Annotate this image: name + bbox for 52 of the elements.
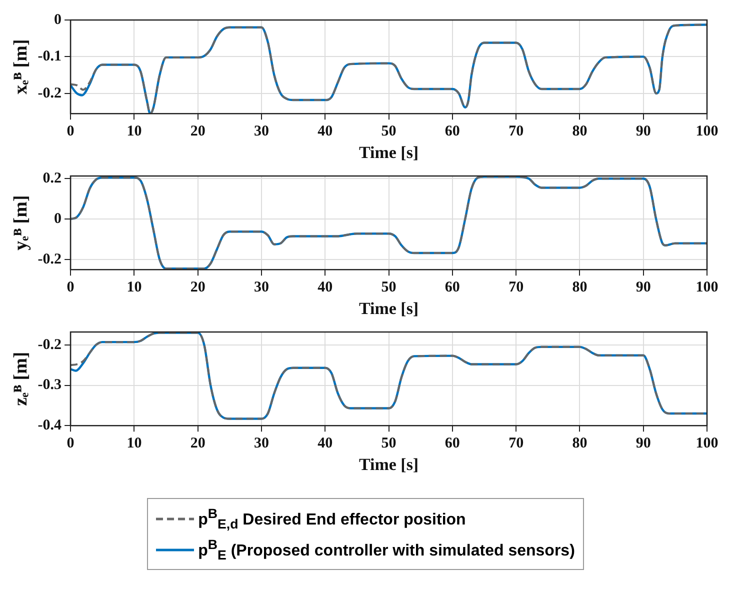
x-tick-label: 20 [190, 123, 206, 140]
x-tick-label: 0 [66, 123, 74, 140]
legend-label: p$^{B}$$_{E}$ (Proposed controller with simulated sensors) [198, 536, 575, 562]
y-tick-label: 0 [54, 12, 62, 28]
x-tick-label: 10 [126, 435, 142, 452]
x-tick-label: 20 [190, 279, 206, 296]
x-tick-label: 50 [381, 123, 396, 140]
x-axis-title: Time [s] [358, 143, 419, 162]
x-tick-label: 30 [254, 123, 269, 140]
x-tick-label: 40 [318, 279, 333, 296]
x-tick-label: 0 [66, 435, 74, 452]
y-tick-label: 0.2 [42, 170, 62, 187]
x-tick-label: 50 [381, 435, 396, 452]
y-tick-label: -0.4 [38, 417, 62, 434]
x-tick-label: 40 [318, 123, 333, 140]
x-tick-label: 90 [636, 435, 651, 452]
x-tick-label: 100 [696, 435, 718, 452]
y-axis-title: zₑᴮ [m] [10, 352, 32, 406]
x-tick-label: 50 [381, 279, 396, 296]
x-tick-label: 60 [444, 123, 460, 140]
y-tick-label: 0 [54, 210, 62, 227]
y-axis-title: xₑᴮ [m] [10, 39, 32, 94]
x-tick-label: 100 [696, 123, 718, 140]
y-tick-label: -0.2 [38, 251, 62, 268]
x-axis-title: Time [s] [358, 299, 419, 318]
x-tick-label: 10 [126, 279, 142, 296]
x-tick-label: 30 [254, 435, 269, 452]
line-series [70, 24, 707, 114]
x-tick-label: 70 [508, 279, 524, 296]
x-tick-label: 60 [444, 435, 460, 452]
y-axis-title: yₑᴮ [m] [10, 195, 32, 250]
x-tick-label: 80 [572, 123, 588, 140]
x-tick-label: 70 [508, 435, 524, 452]
x-tick-label: 30 [254, 279, 269, 296]
x-tick-label: 100 [696, 279, 718, 296]
line-series [70, 332, 707, 420]
x-tick-label: 60 [444, 279, 460, 296]
x-tick-label: 20 [190, 435, 206, 452]
x-tick-label: 80 [572, 279, 588, 296]
y-tick-label: -0.2 [38, 85, 62, 102]
x-tick-label: 40 [318, 435, 333, 452]
legend-label: p$^{B}$$_{E,d}$ Desired End effector position [198, 506, 466, 532]
x-tick-label: 10 [126, 123, 142, 140]
x-tick-label: 0 [66, 279, 74, 296]
x-tick-label: 80 [572, 435, 588, 452]
y-tick-label: -0.3 [38, 377, 62, 394]
x-tick-label: 90 [636, 279, 651, 296]
x-tick-label: 70 [508, 123, 524, 140]
y-tick-label: -0.2 [38, 336, 62, 353]
y-tick-label: -0.1 [38, 48, 62, 65]
x-axis-title: Time [s] [358, 455, 419, 474]
x-tick-label: 90 [636, 123, 651, 140]
